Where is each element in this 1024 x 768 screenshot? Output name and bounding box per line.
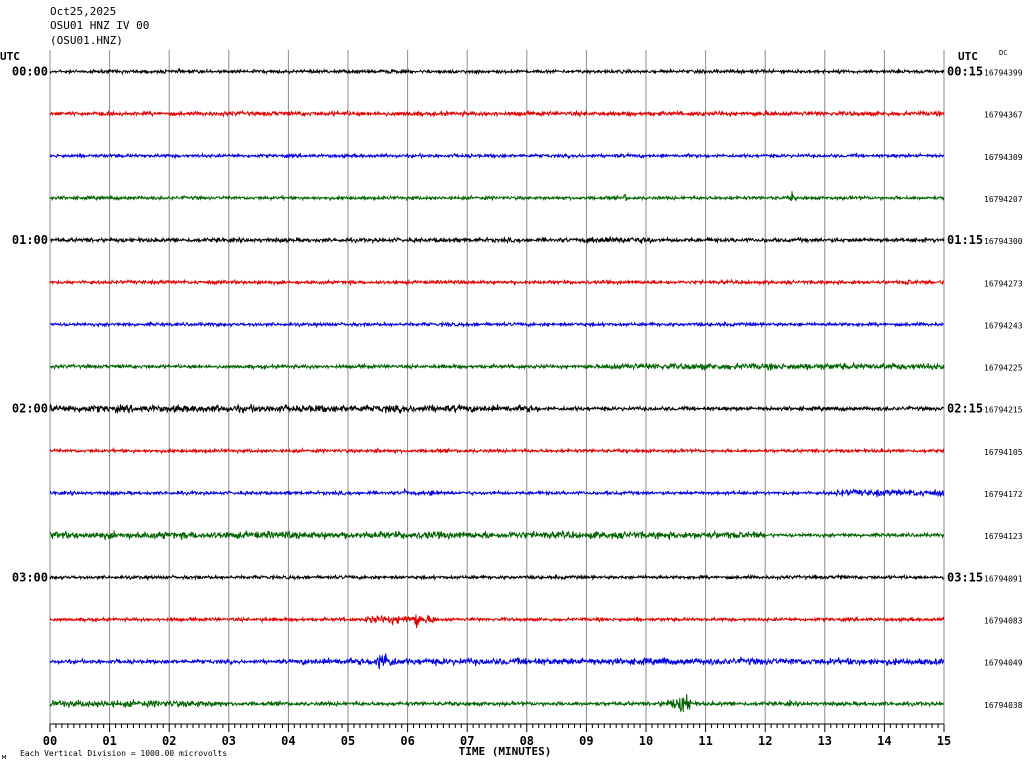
- x-tick-label: 14: [877, 734, 891, 748]
- row-dc-value: 16794273: [984, 279, 1023, 288]
- x-tick-label: 08: [520, 734, 534, 748]
- dc-label: DC: [999, 49, 1008, 57]
- x-tick-label: 15: [937, 734, 951, 748]
- trace-group: [49, 67, 945, 713]
- date-label: Oct25,2025: [50, 5, 117, 18]
- row-time-left: 03:00: [12, 570, 48, 584]
- x-tick-label: 02: [162, 734, 176, 748]
- x-tick-label: 07: [460, 734, 474, 748]
- x-tick-label: 00: [43, 734, 57, 748]
- x-tick-label: 11: [698, 734, 712, 748]
- channel-label: (OSU01.HNZ): [50, 34, 123, 47]
- right-utc-label: UTC: [958, 50, 978, 63]
- row-dc-value: 16794300: [984, 237, 1023, 246]
- scale-note: Each Vertical Division = 1000.00 microvo…: [20, 749, 228, 758]
- x-axis: 00 01 02 03 04 05 06 07 08 09 10 11 12 13 14 15: [43, 723, 951, 748]
- x-tick-label: 05: [341, 734, 355, 748]
- trace-line: [49, 573, 945, 582]
- row-dc-value: 16794105: [984, 448, 1023, 457]
- x-tick-label: 01: [102, 734, 116, 748]
- row-dc-value: 16794215: [984, 406, 1023, 415]
- trace-line: [50, 151, 945, 160]
- row-dc-value: 16794207: [984, 195, 1023, 204]
- trace-line: [49, 191, 945, 202]
- x-tick-label: 13: [818, 734, 832, 748]
- row-dc-value: 16794399: [984, 69, 1023, 78]
- row-time-left: 02:00: [12, 402, 48, 416]
- left-utc-label: UTC: [0, 50, 20, 63]
- row-dc-value: 16794225: [984, 364, 1023, 373]
- trace-line: [49, 693, 944, 713]
- trace-line: [49, 109, 945, 118]
- trace-line: [49, 653, 945, 670]
- trace-line: [49, 614, 945, 629]
- trace-line: [49, 361, 945, 371]
- trace-line: [49, 487, 945, 498]
- row-dc-value: 16794038: [984, 701, 1023, 710]
- trace-line: [49, 320, 945, 329]
- row-dc-value: 16794309: [984, 153, 1023, 162]
- trace-line: [49, 529, 945, 541]
- x-axis-title: TIME (MINUTES): [458, 745, 552, 758]
- x-tick-label: 09: [579, 734, 593, 748]
- station-label: OSU01 HNZ IV 00: [50, 19, 150, 32]
- row-dc-value: 16794172: [984, 490, 1023, 499]
- row-time-right: 00:15: [947, 65, 983, 79]
- row-dc-value: 16794243: [984, 321, 1023, 330]
- chart-grid: [49, 50, 945, 724]
- row-dc-value: 16794083: [984, 616, 1023, 625]
- row-time-left: 01:00: [12, 233, 48, 247]
- x-tick-label: 03: [222, 734, 236, 748]
- corner-mark: м: [2, 753, 7, 761]
- trace-line: [49, 235, 945, 245]
- row-dc-value: 16794123: [984, 532, 1023, 541]
- x-tick-label: 10: [639, 734, 653, 748]
- x-tick-label: 04: [281, 734, 295, 748]
- x-tick-label: 06: [400, 734, 414, 748]
- x-tick-label: 12: [758, 734, 772, 748]
- trace-line: [49, 278, 945, 287]
- row-dc-value: 16794049: [984, 659, 1023, 668]
- row-time-left: 00:00: [12, 65, 48, 79]
- row-time-right: 01:15: [947, 233, 983, 247]
- trace-line: [49, 446, 945, 455]
- row-dc-value: 16794091: [984, 574, 1023, 583]
- trace-line: [49, 67, 945, 76]
- trace-line: [49, 403, 945, 415]
- row-labels: 00:00 00:15 16794399 16794367 16794309 167942…: [12, 65, 1023, 710]
- row-time-right: 02:15: [947, 402, 983, 416]
- row-dc-value: 16794367: [984, 111, 1023, 120]
- row-time-right: 03:15: [947, 570, 983, 584]
